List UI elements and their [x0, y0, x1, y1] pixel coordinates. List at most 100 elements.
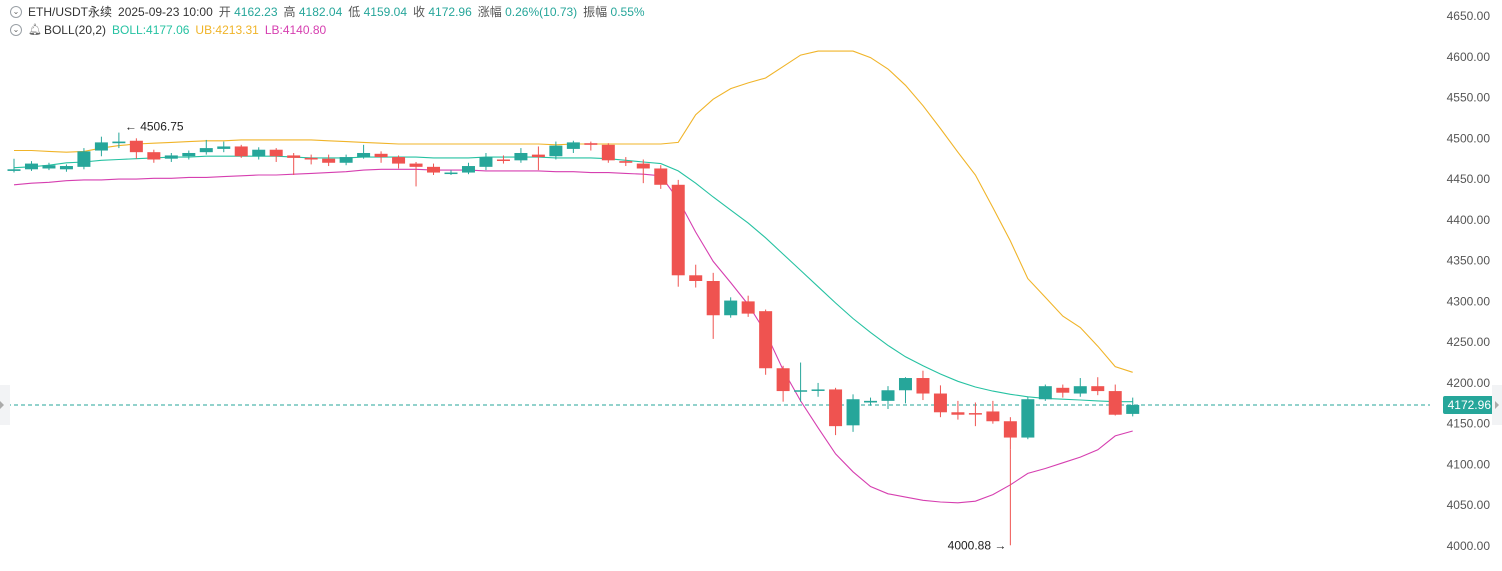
candle-body — [427, 166, 441, 173]
candle-body — [1073, 386, 1087, 394]
high-label: 高 — [283, 5, 296, 19]
boll-lower-line — [13, 168, 1133, 504]
boll-upper-line — [14, 50, 1133, 373]
change-value: 0.26%(10.73) — [505, 5, 578, 19]
candle-body — [724, 300, 738, 316]
candle-body — [269, 149, 283, 157]
candle-body — [304, 157, 318, 160]
y-tick-label: 4100.00 — [1447, 457, 1491, 471]
candle-body — [322, 158, 336, 163]
y-tick-label: 4150.00 — [1447, 417, 1491, 431]
candle-body — [112, 141, 126, 144]
candle-body — [24, 163, 38, 170]
candle-body — [898, 378, 912, 391]
y-tick-label: 4450.00 — [1447, 172, 1491, 186]
y-tick-label: 4250.00 — [1447, 335, 1491, 349]
boll-mid-line — [13, 155, 1133, 403]
candle-body — [374, 153, 388, 158]
candle-body — [77, 151, 91, 167]
y-tick-label: 4300.00 — [1447, 294, 1491, 308]
candle-body — [129, 140, 143, 153]
boll-lower-value: LB:4140.80 — [264, 23, 327, 37]
candle-body — [986, 411, 1000, 422]
boll-upper-value: UB:4213.31 — [195, 23, 259, 37]
amplitude-value: 0.55% — [610, 5, 645, 19]
candle-body — [444, 172, 458, 175]
candle-body — [339, 157, 353, 163]
candle-body — [776, 368, 790, 392]
candle-body — [759, 311, 773, 369]
last-price-tag: 4172.96 — [1442, 395, 1496, 414]
collapse-chevron-icon[interactable]: ⌄ — [10, 6, 22, 18]
candle-body — [933, 393, 947, 413]
y-tick-label: 4500.00 — [1447, 131, 1491, 145]
candle-body — [461, 166, 475, 173]
candle-body — [968, 413, 982, 415]
candle-body — [217, 146, 231, 149]
candle-body — [1021, 399, 1035, 438]
indicator-legend: ⌄ 🔔︎ BOLL(20,2) BOLL:4177.06 UB:4213.31 … — [10, 22, 326, 38]
candle-body — [1056, 387, 1070, 393]
candle-body — [59, 166, 73, 170]
open-value: 4162.23 — [234, 5, 278, 19]
candle-body — [182, 152, 196, 157]
candle-body — [636, 163, 650, 169]
candle-body — [479, 157, 493, 167]
candle-body — [689, 275, 703, 281]
candle-body — [234, 146, 248, 157]
candle-body — [1126, 404, 1140, 414]
candle-body — [94, 142, 108, 151]
y-tick-label: 4400.00 — [1447, 213, 1491, 227]
candle-body — [199, 148, 213, 153]
candle-body — [252, 149, 266, 157]
alert-bell-icon[interactable]: 🔔︎ — [28, 24, 42, 36]
candle-body — [7, 169, 21, 171]
candle-body — [164, 155, 178, 159]
symbol-label: ETH/USDT永续 — [28, 5, 113, 19]
change-label: 涨幅 — [477, 5, 502, 19]
datetime-label: 2025-09-23 10:00 — [118, 5, 213, 19]
candle-body — [514, 152, 528, 161]
y-tick-label: 4350.00 — [1447, 254, 1491, 268]
candle-body — [392, 157, 406, 164]
collapse-chevron-icon[interactable]: ⌄ — [10, 24, 22, 36]
candle-body — [741, 301, 755, 314]
candle-body — [287, 155, 301, 158]
candle-body — [794, 390, 808, 392]
candle-body — [706, 281, 720, 316]
candle-body — [916, 378, 930, 394]
y-tick-label: 4600.00 — [1447, 50, 1491, 64]
open-label: 开 — [218, 5, 231, 19]
candle-body — [1091, 386, 1105, 392]
candle-body — [496, 159, 510, 162]
scroll-left-handle[interactable] — [0, 385, 10, 425]
close-value: 4172.96 — [428, 5, 472, 19]
y-tick-label: 4200.00 — [1447, 376, 1491, 390]
high-value: 4182.04 — [298, 5, 343, 19]
candle-body — [1003, 421, 1017, 438]
candle-body — [42, 165, 56, 169]
candle-body — [619, 161, 633, 163]
ohlc-legend: ⌄ ETH/USDT永续 2025-09-23 10:00 开 4162.23 … — [10, 4, 645, 20]
candle-body — [846, 399, 860, 426]
candle-body — [566, 142, 580, 149]
candle-body — [1108, 391, 1122, 415]
candle-body — [864, 400, 878, 403]
min-price-annotation: 4000.88 → — [948, 538, 1007, 552]
candle-body — [531, 154, 545, 158]
max-price-annotation: ← 4506.75 — [125, 120, 184, 134]
indicator-name[interactable]: BOLL(20,2) — [43, 23, 107, 37]
y-tick-label: 4050.00 — [1447, 498, 1491, 512]
low-label: 低 — [348, 5, 361, 19]
amplitude-label: 振幅 — [583, 5, 608, 19]
boll-mid-value: BOLL:4177.06 — [112, 23, 190, 37]
y-tick-label: 4550.00 — [1447, 91, 1491, 105]
candle-body — [147, 152, 161, 160]
candle-body — [829, 389, 843, 427]
candle-body — [654, 168, 668, 185]
low-value: 4159.04 — [363, 5, 408, 19]
candle-body — [1038, 386, 1052, 400]
candle-body — [409, 163, 423, 167]
scroll-right-handle[interactable] — [1492, 385, 1502, 425]
